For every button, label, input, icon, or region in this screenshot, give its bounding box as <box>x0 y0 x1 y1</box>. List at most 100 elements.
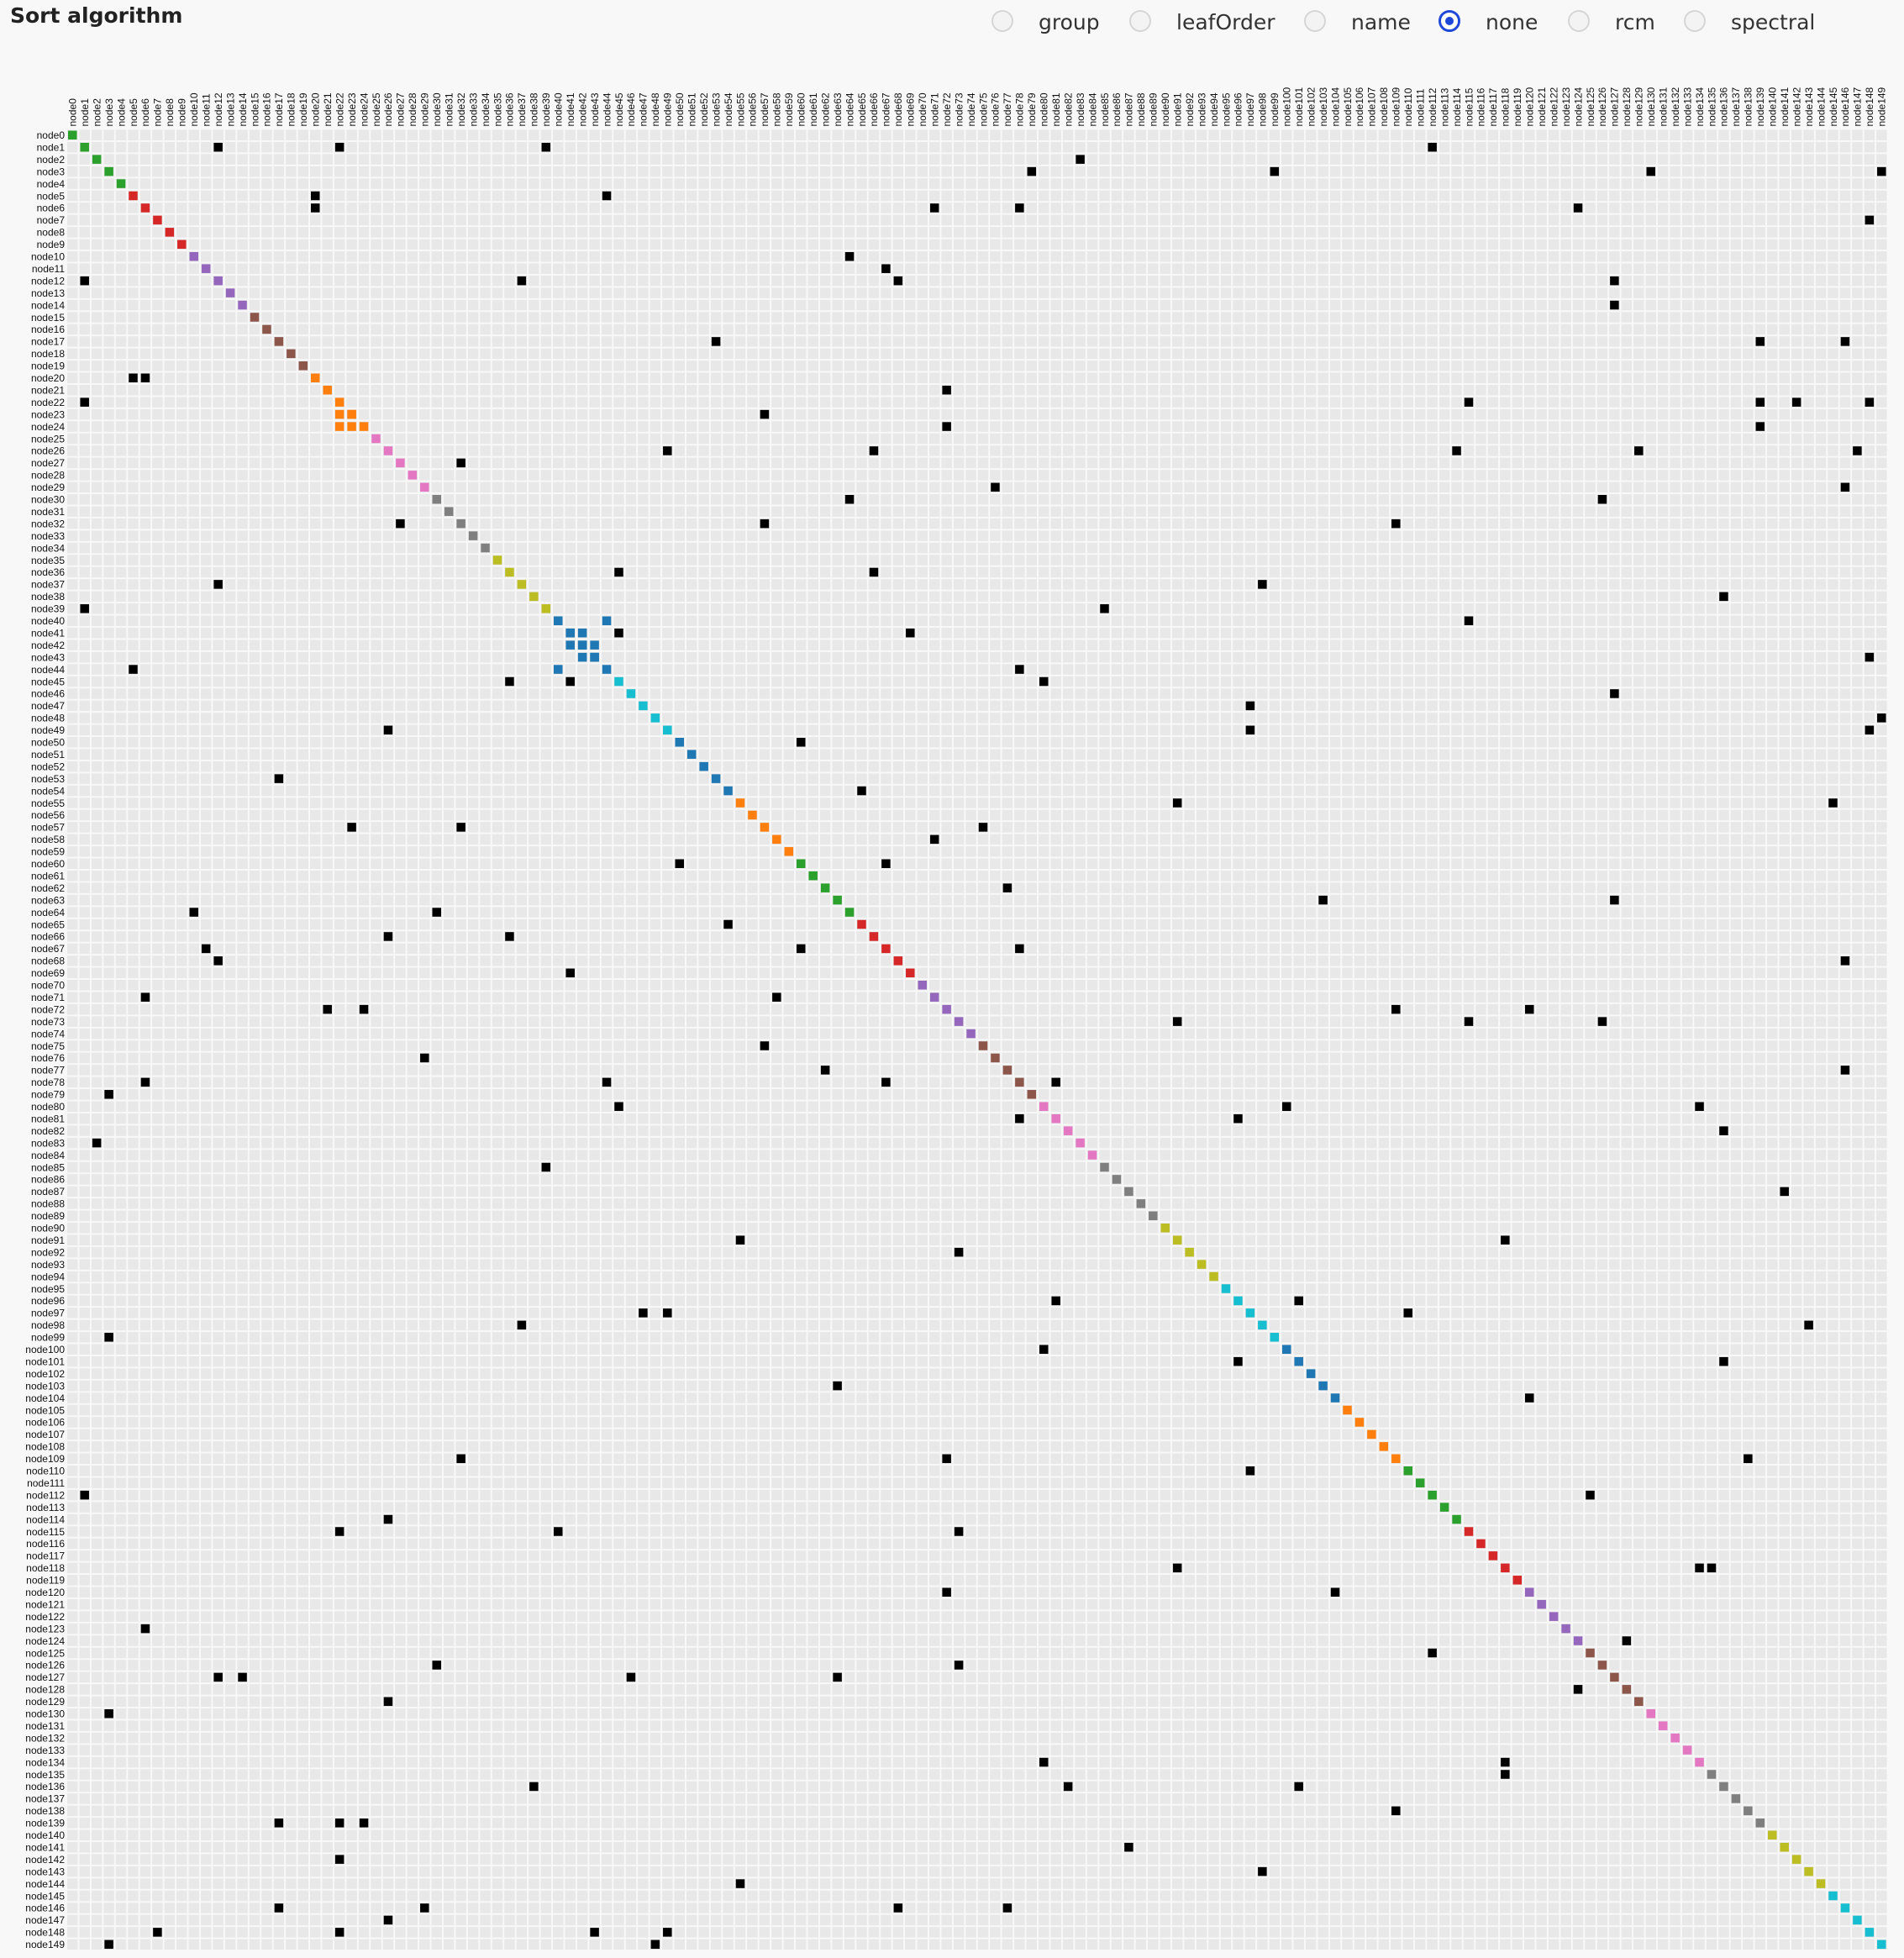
matrix-empty-cell <box>1270 458 1281 469</box>
matrix-empty-cell <box>941 191 952 202</box>
matrix-empty-cell <box>784 312 795 323</box>
matrix-empty-cell <box>1500 458 1511 469</box>
matrix-empty-cell <box>662 251 673 262</box>
matrix-empty-cell <box>1585 239 1596 250</box>
matrix-empty-cell <box>796 506 807 517</box>
matrix-empty-cell <box>468 154 479 165</box>
matrix-empty-cell <box>541 494 552 505</box>
matrix-empty-cell <box>1475 421 1486 432</box>
matrix-empty-cell <box>250 336 260 347</box>
matrix-empty-cell <box>1427 421 1438 432</box>
matrix-empty-cell <box>1050 203 1061 213</box>
matrix-empty-cell <box>1658 154 1669 165</box>
matrix-empty-cell <box>1755 349 1766 360</box>
matrix-empty-cell <box>1475 409 1486 420</box>
matrix-empty-cell <box>176 482 187 493</box>
matrix-empty-cell <box>771 458 782 469</box>
matrix-empty-cell <box>771 251 782 262</box>
matrix-empty-cell <box>626 409 637 420</box>
matrix-empty-cell <box>1087 142 1098 153</box>
matrix-empty-cell <box>395 482 406 493</box>
matrix-empty-cell <box>274 203 285 213</box>
matrix-empty-cell <box>1160 166 1171 177</box>
matrix-empty-cell <box>1050 409 1061 420</box>
matrix-empty-cell <box>1270 312 1281 323</box>
matrix-empty-cell <box>905 361 916 371</box>
matrix-empty-cell <box>978 215 989 226</box>
matrix-empty-cell <box>613 239 624 250</box>
matrix-empty-cell <box>844 409 855 420</box>
matrix-empty-cell <box>1755 142 1766 153</box>
matrix-empty-cell <box>1112 397 1123 408</box>
matrix-empty-cell <box>1658 494 1669 505</box>
matrix-empty-cell <box>1379 434 1390 445</box>
matrix-empty-cell <box>1743 373 1754 384</box>
matrix-empty-cell <box>1597 142 1608 153</box>
matrix-empty-cell <box>1646 215 1657 226</box>
matrix-empty-cell <box>1560 458 1571 469</box>
matrix-empty-cell <box>261 373 272 384</box>
matrix-empty-cell <box>140 239 151 250</box>
matrix-empty-cell <box>856 385 867 396</box>
matrix-empty-cell <box>1403 336 1414 347</box>
matrix-empty-cell <box>613 191 624 202</box>
matrix-empty-cell <box>140 421 151 432</box>
matrix-empty-cell <box>92 506 103 517</box>
matrix-empty-cell <box>1500 287 1511 298</box>
matrix-empty-cell <box>1014 215 1025 226</box>
matrix-empty-cell <box>1597 373 1608 384</box>
matrix-empty-cell <box>1379 385 1390 396</box>
matrix-empty-cell <box>577 445 588 456</box>
matrix-empty-cell <box>1670 215 1680 226</box>
matrix-empty-cell <box>698 300 709 311</box>
matrix-empty-cell <box>990 239 1001 250</box>
matrix-empty-cell <box>686 470 697 481</box>
matrix-empty-cell <box>1500 312 1511 323</box>
matrix-empty-cell <box>1512 434 1523 445</box>
matrix-empty-cell <box>334 263 345 274</box>
matrix-empty-cell <box>918 458 928 469</box>
matrix-empty-cell <box>626 239 637 250</box>
matrix-empty-cell <box>237 130 248 141</box>
matrix-empty-cell <box>250 203 260 213</box>
matrix-empty-cell <box>784 349 795 360</box>
matrix-empty-cell <box>1415 434 1426 445</box>
matrix-empty-cell <box>771 373 782 384</box>
matrix-empty-cell <box>1172 361 1183 371</box>
matrix-empty-cell <box>1270 349 1281 360</box>
matrix-empty-cell <box>1257 397 1268 408</box>
matrix-empty-cell <box>1475 434 1486 445</box>
matrix-empty-cell <box>237 312 248 323</box>
matrix-empty-cell <box>1403 361 1414 371</box>
matrix-empty-cell <box>1840 312 1851 323</box>
matrix-empty-cell <box>1536 324 1547 335</box>
matrix-empty-cell <box>638 458 649 469</box>
matrix-empty-cell <box>1136 482 1147 493</box>
matrix-empty-cell <box>626 300 637 311</box>
matrix-empty-cell <box>832 178 843 189</box>
matrix-empty-cell <box>1658 239 1669 250</box>
matrix-empty-cell <box>408 336 418 347</box>
matrix-empty-cell <box>820 312 831 323</box>
matrix-empty-cell <box>432 518 443 529</box>
matrix-empty-cell <box>383 154 394 165</box>
matrix-empty-cell <box>1439 142 1450 153</box>
matrix-empty-cell <box>807 203 818 213</box>
matrix-empty-cell <box>747 506 758 517</box>
matrix-empty-cell <box>1439 251 1450 262</box>
matrix-empty-cell <box>929 409 940 420</box>
matrix-empty-cell <box>1306 421 1317 432</box>
matrix-empty-cell <box>225 239 236 250</box>
matrix-empty-cell <box>455 494 466 505</box>
matrix-empty-cell <box>1415 409 1426 420</box>
matrix-empty-cell <box>1233 324 1244 335</box>
matrix-empty-cell <box>1536 166 1547 177</box>
matrix-empty-cell <box>1354 470 1365 481</box>
matrix-empty-cell <box>1318 154 1328 165</box>
matrix-empty-cell <box>1779 178 1790 189</box>
matrix-empty-cell <box>1852 361 1863 371</box>
matrix-empty-cell <box>1500 203 1511 213</box>
matrix-empty-cell <box>711 494 722 505</box>
matrix-empty-cell <box>1330 518 1341 529</box>
matrix-empty-cell <box>1112 336 1123 347</box>
